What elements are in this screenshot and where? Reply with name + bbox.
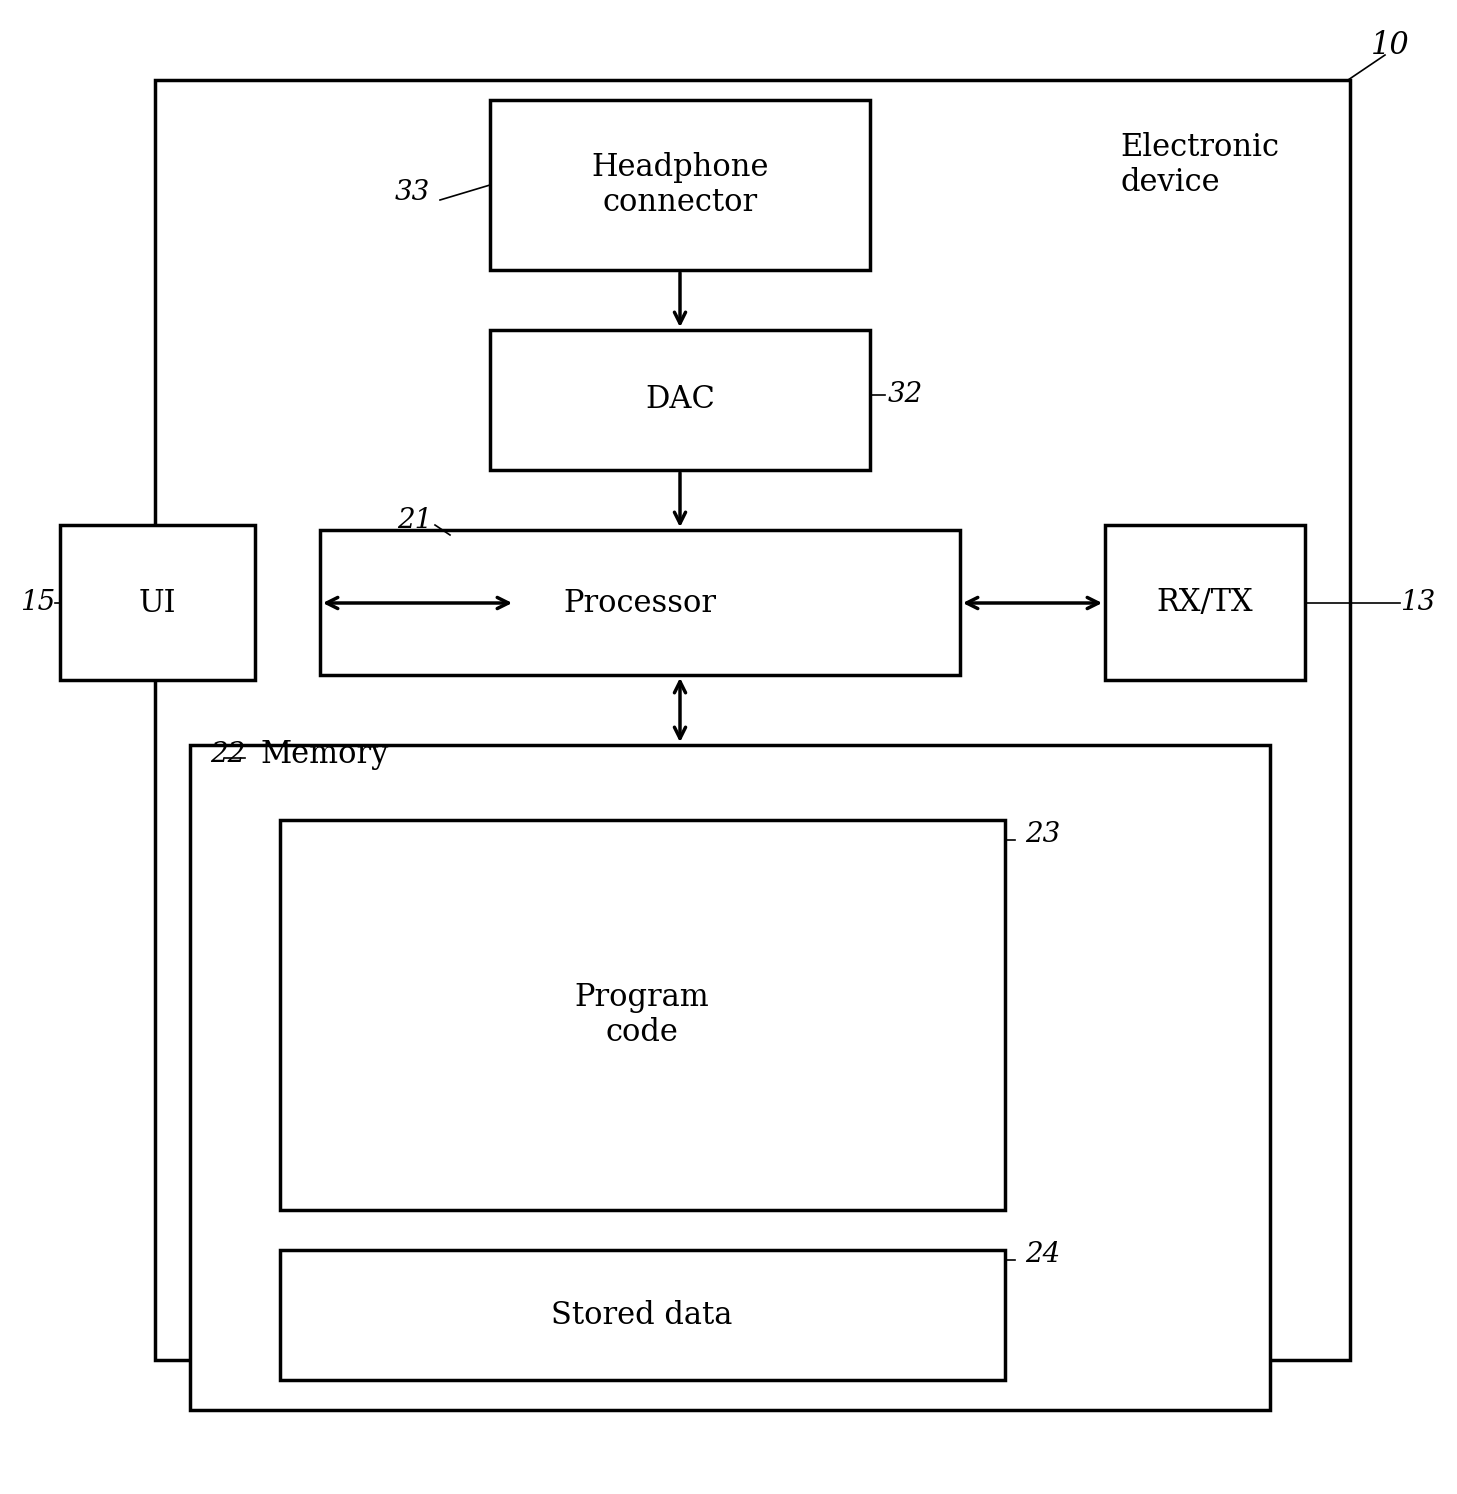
Bar [280, 820, 1005, 1210]
Text: 24: 24 [1026, 1242, 1061, 1268]
Bar [60, 524, 255, 680]
Bar [490, 100, 870, 270]
Text: UI: UI [138, 587, 176, 619]
Text: RX/TX: RX/TX [1157, 587, 1253, 619]
Text: 32: 32 [887, 381, 922, 408]
Text: DAC: DAC [645, 384, 715, 415]
Text: 33: 33 [395, 178, 430, 206]
Text: 13: 13 [1400, 590, 1435, 617]
Text: Program
code: Program code [574, 982, 710, 1049]
Text: Electronic
device: Electronic device [1120, 131, 1279, 199]
Text: 23: 23 [1026, 822, 1061, 849]
Text: 22: 22 [210, 741, 245, 768]
Text: Processor: Processor [564, 587, 717, 619]
Bar [280, 1250, 1005, 1380]
Text: 21: 21 [398, 506, 433, 533]
Bar [154, 81, 1351, 1360]
Text: Stored data: Stored data [551, 1300, 733, 1331]
Text: 15: 15 [20, 590, 55, 617]
Text: 10: 10 [1371, 30, 1409, 60]
Bar [1104, 524, 1305, 680]
Bar [490, 330, 870, 471]
Text: Headphone
connector: Headphone connector [592, 151, 769, 218]
Bar [321, 530, 960, 675]
Text: Memory: Memory [259, 740, 389, 771]
Bar [189, 746, 1271, 1410]
